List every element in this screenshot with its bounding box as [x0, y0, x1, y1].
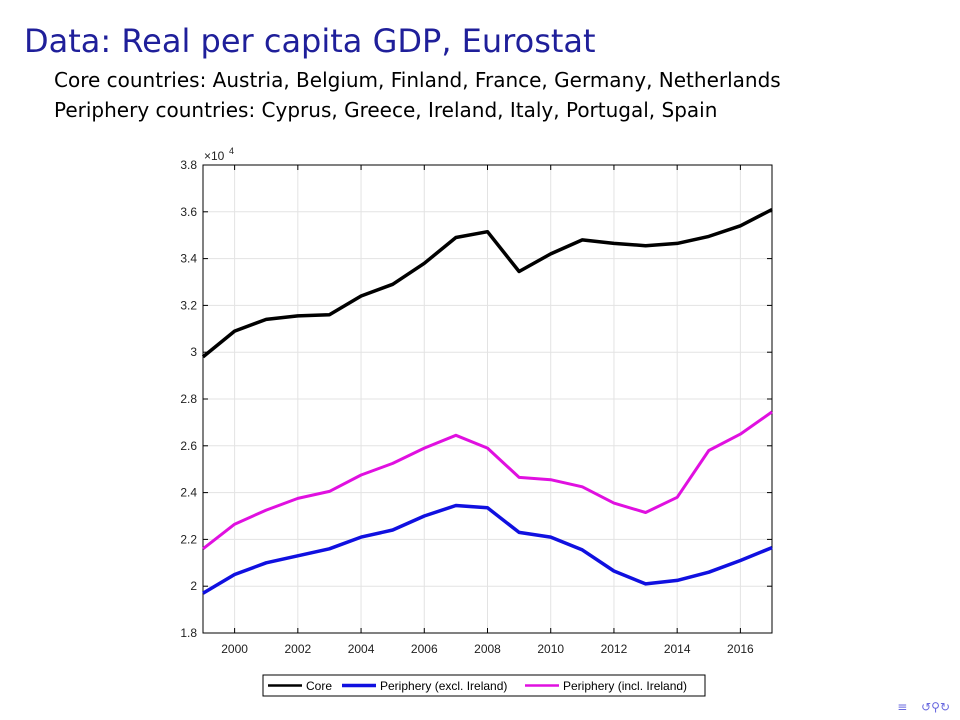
x-tick-label: 2010 [537, 642, 564, 656]
series-lines [201, 207, 773, 595]
y-multiplier-exponent: 4 [229, 146, 234, 156]
beamer-navigation: ≡ ↺⚲↻ [887, 700, 950, 714]
y-tick-label: 3.4 [180, 252, 197, 266]
y-tick-label: 3.2 [180, 298, 197, 312]
y-tick-label: 3 [190, 345, 197, 359]
x-axis: 2000 2002 2004 2006 2008 2010 2012 2014 2016 [221, 165, 754, 656]
legend-label-3: Periphery (incl. Ireland) [563, 679, 687, 693]
y-axis: 1.8 2 2.2 2.4 2.6 2.8 3 3.2 3.4 3.6 3.8 [180, 158, 772, 640]
y-tick-label: 2.8 [180, 392, 197, 406]
y-tick-label: 1.8 [180, 626, 197, 640]
y-tick-label: 3.8 [180, 158, 197, 172]
x-tick-label: 2008 [474, 642, 501, 656]
search-nav-icon[interactable]: ↺⚲↻ [921, 700, 950, 714]
x-tick-label: 2000 [221, 642, 248, 656]
subtitle-periphery-countries: Periphery countries: Cyprus, Greece, Ire… [54, 98, 718, 122]
y-tick-label: 2.4 [180, 486, 197, 500]
y-tick-label: 2.2 [180, 532, 197, 546]
y-axis-multiplier: ×10 4 [204, 146, 234, 163]
series-line-3 [202, 410, 773, 550]
subtitle-core-countries: Core countries: Austria, Belgium, Finlan… [54, 68, 781, 92]
chart-grid [203, 164, 772, 634]
x-tick-label: 2006 [411, 642, 438, 656]
legend-box [262, 674, 706, 697]
series-line-2 [202, 503, 773, 595]
x-tick-label: 2002 [284, 642, 311, 656]
section-nav-icon[interactable]: ≡ [897, 700, 908, 714]
legend-label-2: Periphery (excl. Ireland) [380, 679, 507, 693]
x-tick-label: 2012 [601, 642, 628, 656]
x-tick-label: 2004 [348, 642, 375, 656]
y-tick-label: 3.6 [180, 205, 197, 219]
x-tick-label: 2016 [727, 642, 754, 656]
legend-label-1: Core [306, 679, 332, 693]
legend: Core Periphery (excl. Ireland) Periphery (… [262, 674, 706, 697]
y-tick-label: 2.6 [180, 439, 197, 453]
series-line-1 [201, 207, 773, 359]
slide-title: Data: Real per capita GDP, Eurostat [24, 22, 596, 60]
y-multiplier-base: ×10 [204, 149, 225, 163]
x-tick-label: 2014 [664, 642, 691, 656]
y-tick-label: 2 [190, 579, 197, 593]
